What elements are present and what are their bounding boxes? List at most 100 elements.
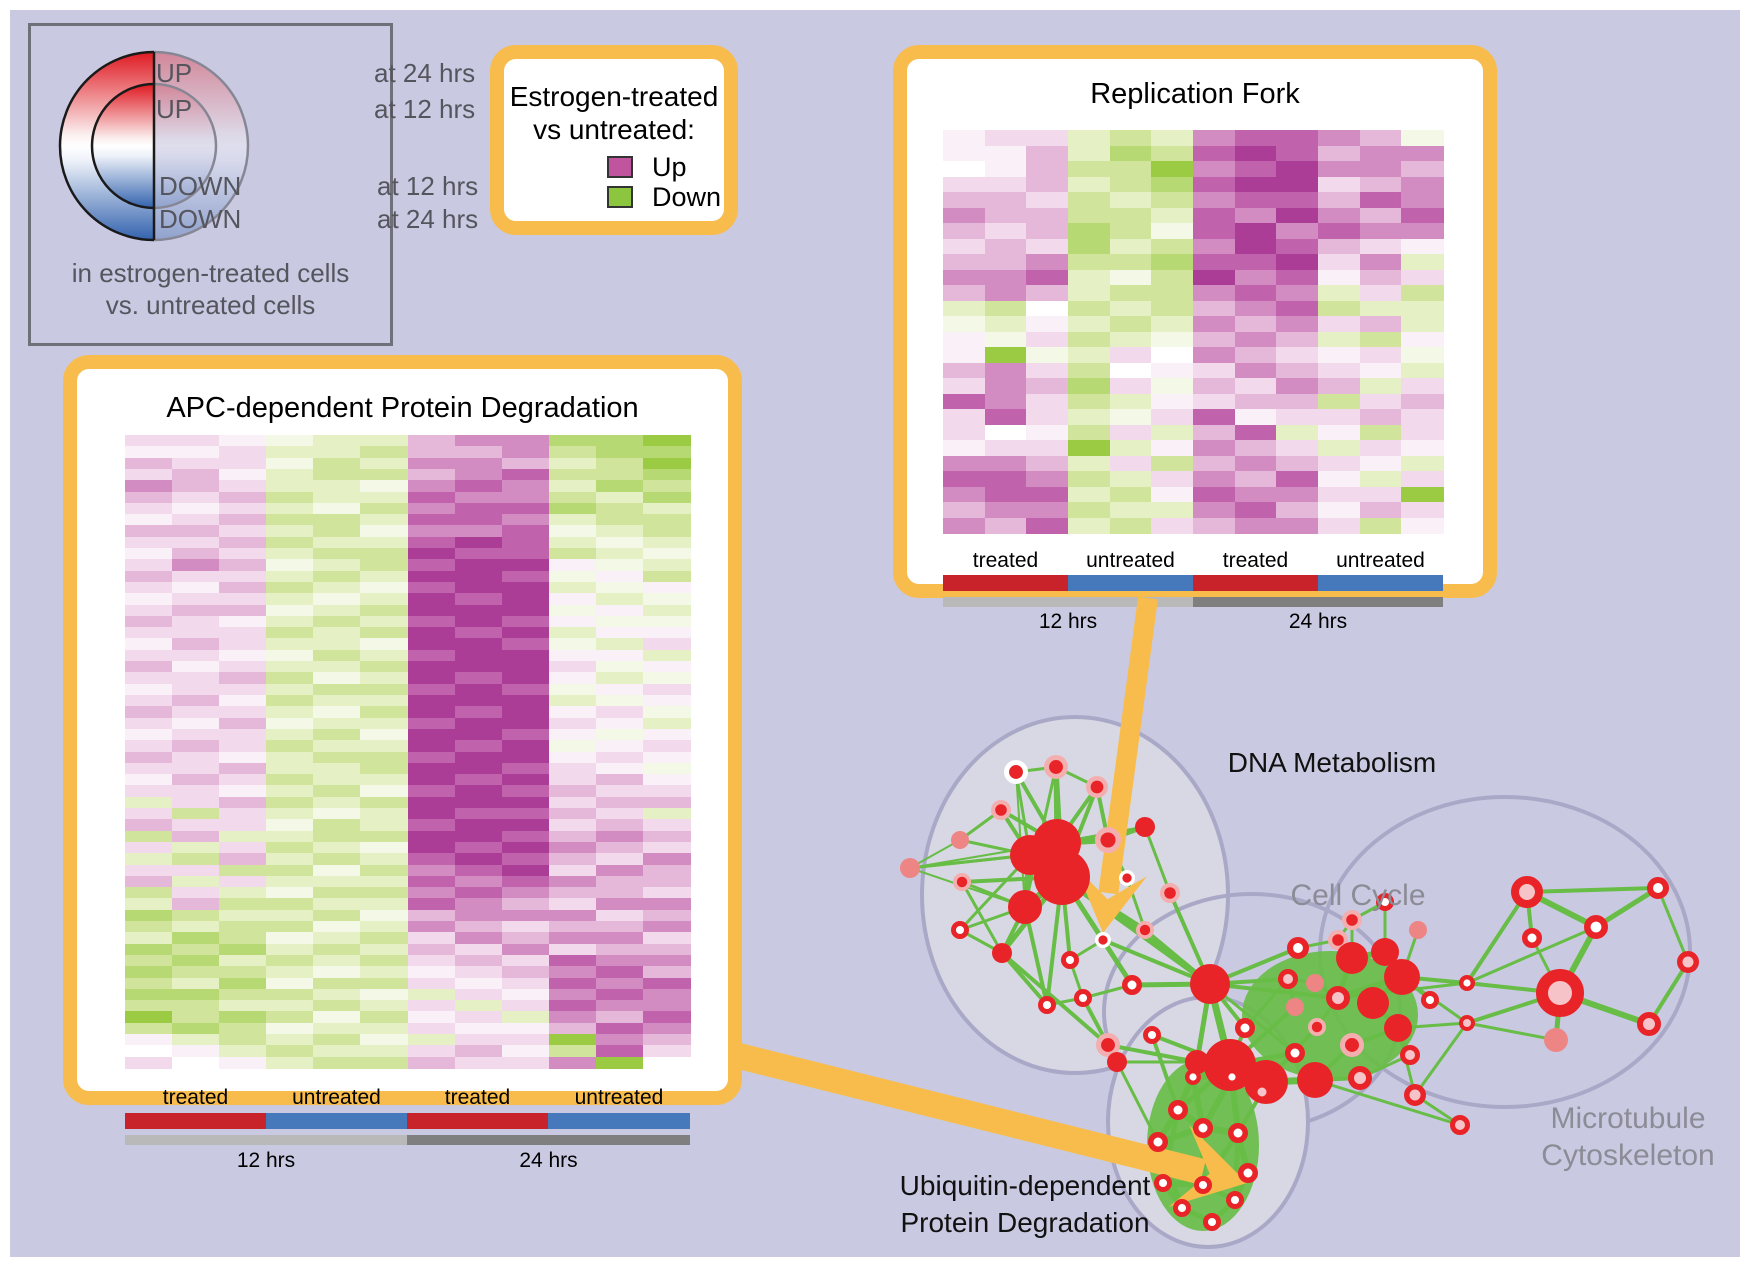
heatmap-cell <box>548 649 597 662</box>
heatmap-cell <box>125 468 173 481</box>
heatmap-cell <box>407 581 456 594</box>
heatmap-cell <box>1109 517 1152 534</box>
gene-node-u1 <box>1223 1068 1240 1085</box>
up-swatch <box>607 156 633 178</box>
heatmap-cell <box>1068 145 1111 162</box>
heatmap-cell <box>172 785 220 798</box>
heatmap-cell <box>1318 471 1361 488</box>
gene-node-d18 <box>1095 931 1112 948</box>
heatmap-cell <box>595 536 644 549</box>
heatmap-cell <box>1151 254 1194 271</box>
heatmap-cell <box>125 536 173 549</box>
heatmap-cell <box>1318 347 1361 364</box>
gene-node-c17 <box>1348 1066 1372 1090</box>
heatmap-cell <box>642 1034 691 1046</box>
heatmap-cell <box>266 457 314 470</box>
cluster-label-cell-cycle: Cell Cycle <box>1290 879 1426 912</box>
heatmap-cell <box>1276 269 1319 286</box>
heatmap-cell <box>172 604 220 617</box>
heatmap-cell <box>172 909 220 922</box>
network-edge <box>1232 1132 1241 1201</box>
heatmap-cell <box>125 751 173 764</box>
heatmap-cell <box>548 887 597 900</box>
heatmap-cell <box>548 841 597 854</box>
heatmap-cell <box>266 627 314 640</box>
apc-group-label: untreated <box>574 1086 664 1109</box>
heatmap-cell <box>266 864 314 877</box>
heatmap-cell <box>501 830 550 843</box>
heatmap-cell <box>1193 362 1236 379</box>
heatmap-cell <box>219 525 267 538</box>
gene-node-c14 <box>1204 1039 1256 1091</box>
heatmap-cell <box>943 130 986 147</box>
heatmap-cell <box>172 525 220 538</box>
gene-node-c9 <box>1371 938 1399 966</box>
heatmap-cell <box>360 1022 409 1035</box>
heatmap-cell <box>125 943 173 956</box>
heatmap-cell <box>219 502 267 515</box>
replication-fork-panel: Replication Fork treated untreated treat… <box>893 45 1497 633</box>
gene-node-m3 <box>1536 969 1584 1017</box>
heatmap-cell <box>219 536 267 549</box>
gene-node-u6 <box>1153 1173 1172 1192</box>
heatmap-cell <box>548 875 597 888</box>
gene-node-d4 <box>951 831 969 849</box>
heatmap-cell <box>642 1045 691 1058</box>
heatmap-cell <box>313 627 361 640</box>
heatmap-cell <box>1026 393 1069 410</box>
heatmap-cell <box>313 1034 361 1046</box>
heatmap-cell <box>172 559 220 572</box>
heatmap-cell <box>313 853 361 866</box>
heatmap-cell <box>407 457 456 470</box>
heatmap-cell <box>943 285 986 302</box>
network-edge <box>1465 890 1529 985</box>
heatmap-cell <box>125 1011 173 1024</box>
heatmap-cell <box>1026 347 1069 364</box>
heatmap-cell <box>943 207 986 224</box>
heatmap-cell <box>642 774 691 786</box>
heatmap-cell <box>172 864 220 877</box>
gene-node-c23 <box>1420 990 1439 1009</box>
heatmap-cell <box>984 393 1027 410</box>
heatmap-cell <box>642 649 691 662</box>
heatmap-cell <box>360 717 409 730</box>
heatmap-cell <box>943 269 986 286</box>
heatmap-cell <box>642 446 691 459</box>
heatmap-cell <box>313 1000 361 1013</box>
heatmap-cell <box>360 525 409 538</box>
heatmap-cell <box>984 192 1027 209</box>
heatmap-cell <box>172 740 220 753</box>
heatmap-cell <box>454 672 503 685</box>
heatmap-cell <box>313 615 361 628</box>
heatmap-cell <box>313 717 361 730</box>
apc-heatmap <box>125 435 691 1069</box>
heatmap-cell <box>1151 378 1194 395</box>
heatmap-cell <box>595 898 644 911</box>
heatmap-cell <box>454 1045 503 1058</box>
heatmap-cell <box>1109 285 1152 302</box>
gene-node-d23 <box>1096 1033 1121 1058</box>
heatmap-cell <box>1401 440 1444 457</box>
heatmap-cell <box>360 581 409 594</box>
heatmap-cell <box>219 1034 267 1046</box>
heatmap-cell <box>548 909 597 922</box>
heatmap-cell <box>501 728 550 741</box>
heatmap-cell <box>943 347 986 364</box>
heatmap-cell <box>219 1056 267 1069</box>
heatmap-cell <box>984 285 1027 302</box>
heatmap-cell <box>172 1045 220 1058</box>
heatmap-cell <box>1234 238 1277 255</box>
heatmap-cell <box>313 559 361 572</box>
heatmap-cell <box>407 536 456 549</box>
heatmap-cell <box>407 728 456 741</box>
heatmap-cell <box>548 480 597 493</box>
heatmap-cell <box>984 254 1027 271</box>
heatmap-cell <box>454 502 503 515</box>
heatmap-cell <box>642 672 691 685</box>
heatmap-cell <box>313 887 361 900</box>
heatmap-cell <box>1318 176 1361 193</box>
heatmap-cell <box>984 145 1027 162</box>
heatmap-cell <box>172 954 220 967</box>
heatmap-cell <box>360 694 409 707</box>
